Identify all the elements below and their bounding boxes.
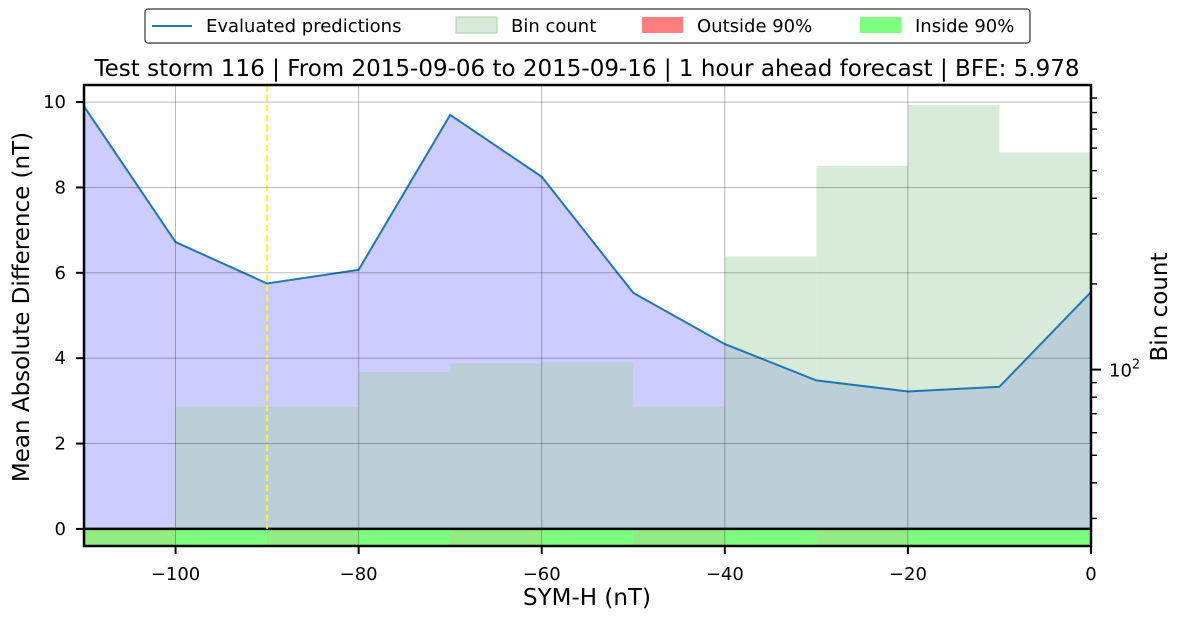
bin-bar [999, 152, 1091, 546]
x-tick-label: −100 [151, 564, 200, 585]
outside-90-segment [84, 528, 176, 546]
prediction-line [84, 105, 1091, 393]
y-tick-label: 4 [55, 348, 66, 369]
inside-90-strip [84, 528, 1091, 546]
bin-bar [907, 105, 1000, 546]
outside-90-segment [267, 528, 359, 546]
outside-90-segment [633, 528, 725, 546]
outside-90-segment [450, 528, 542, 546]
x-tick-label: −40 [706, 564, 744, 585]
x-tick-label: 0 [1085, 564, 1096, 585]
legend-label-outside: Outside 90% [697, 16, 812, 37]
chart-title: Test storm 116 | From 2015-09-06 to 2015… [93, 56, 1079, 82]
x-tick-label: −20 [889, 564, 927, 585]
outside-90-segment [816, 528, 908, 546]
y-tick-label: 2 [55, 434, 66, 455]
bin-bar [267, 406, 359, 546]
legend: Evaluated predictions Bin count Outside … [144, 8, 1031, 44]
legend-frame [144, 8, 1031, 44]
y-tick-label: 6 [55, 263, 66, 284]
x-tick-label: −60 [523, 564, 561, 585]
legend-bins-swatch [455, 16, 498, 34]
y2-axis-label: Bin count [1147, 253, 1173, 362]
bin-bar [816, 165, 908, 546]
y2-tick-label-exponent: 2 [1132, 358, 1140, 373]
x-axis-label: SYM-H (nT) [523, 585, 651, 611]
bin-bar [450, 363, 542, 546]
x-tick-label: −80 [340, 564, 378, 585]
bin-bar [724, 256, 817, 546]
legend-outside-swatch [642, 17, 683, 33]
y2-tick-label: 102 [1109, 358, 1140, 382]
bin-bar [358, 372, 451, 546]
bin-bar [633, 406, 725, 546]
legend-label-predictions: Evaluated predictions [206, 16, 401, 37]
prediction-area [84, 106, 1091, 529]
legend-label-bins: Bin count [511, 16, 596, 37]
plot-frame [82, 83, 1093, 548]
y2-tick-label-base: 10 [1109, 361, 1132, 382]
bin-bar [541, 362, 634, 546]
y-tick-label: 8 [55, 177, 66, 198]
legend-inside-swatch [860, 17, 901, 33]
y-tick-label: 10 [43, 92, 66, 113]
bin-bar [175, 406, 268, 546]
y-tick-label: 0 [55, 519, 66, 540]
y-axis-label: Mean Absolute Difference (nT) [9, 132, 35, 482]
legend-label-inside: Inside 90% [915, 16, 1014, 37]
